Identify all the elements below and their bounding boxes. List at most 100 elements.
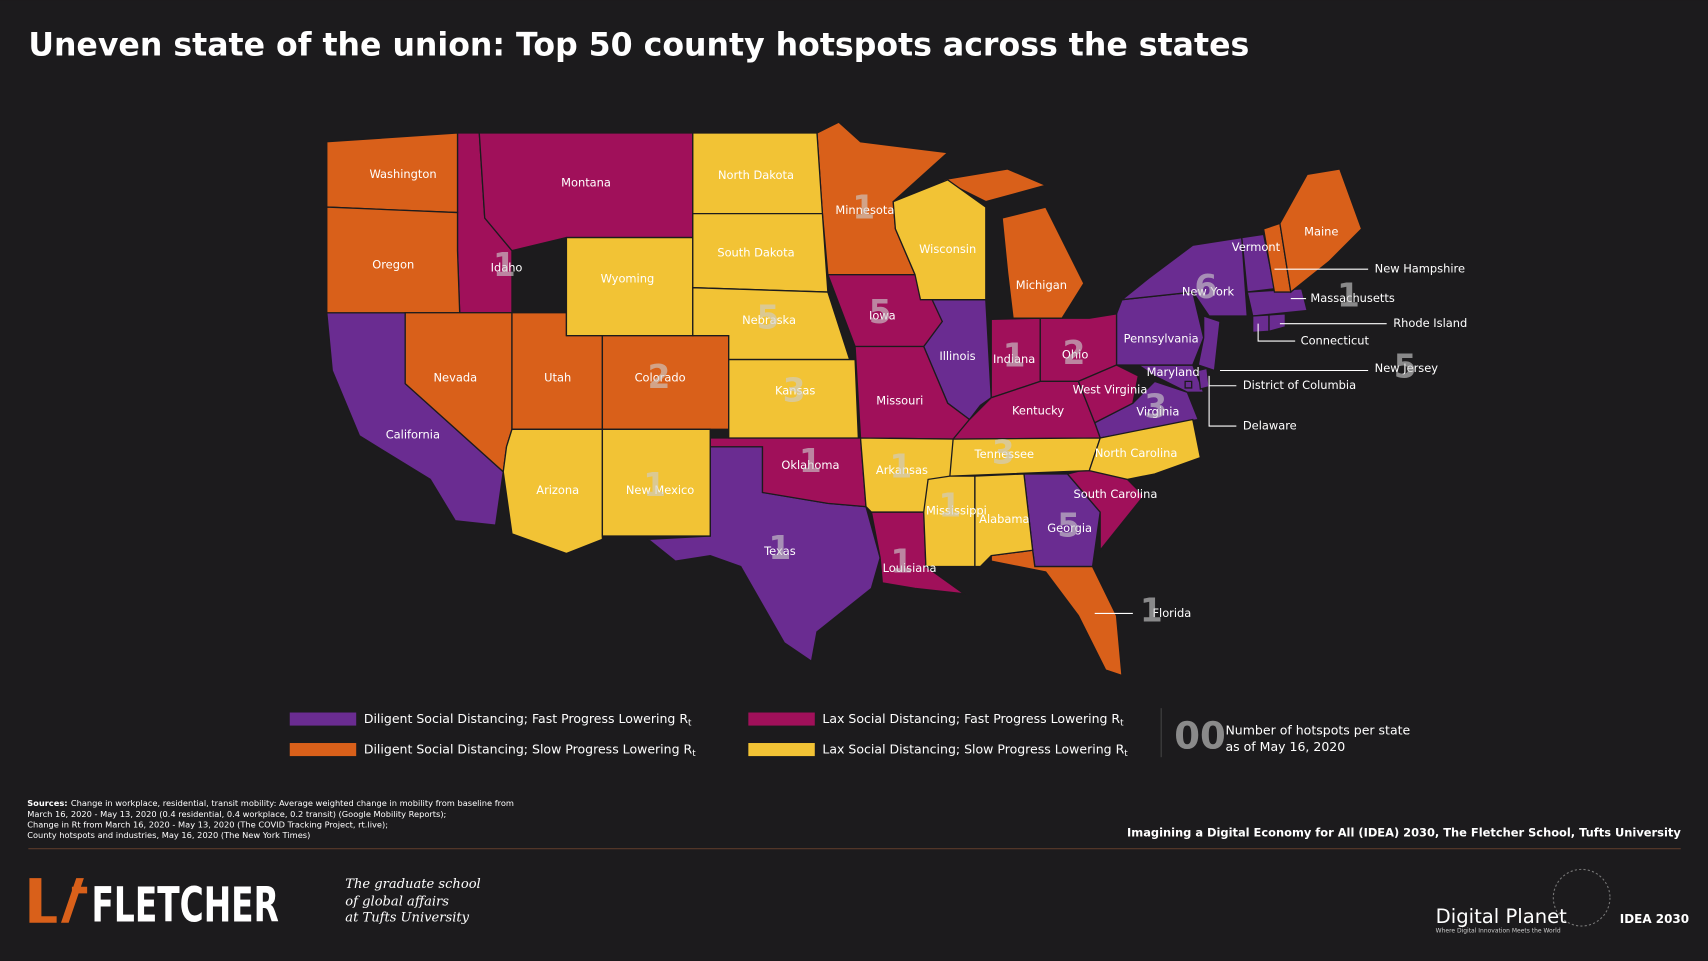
state-label: Vermont bbox=[1232, 240, 1281, 254]
hotspot-count: 2 bbox=[648, 358, 671, 396]
sources-line: Sources: Change in workplace, residential… bbox=[27, 798, 514, 808]
state-label: Missouri bbox=[876, 393, 923, 407]
globe-icon bbox=[1552, 868, 1611, 927]
legend: Diligent Social Distancing; Fast Progres… bbox=[289, 711, 1128, 758]
state-shape bbox=[1197, 315, 1221, 372]
state-label: Virginia bbox=[1136, 404, 1179, 418]
legend-swatch bbox=[289, 743, 357, 757]
state-label: Utah bbox=[544, 371, 571, 385]
legend-swatch bbox=[748, 743, 815, 757]
callout-line bbox=[1257, 323, 1296, 342]
state-label: New Jersey bbox=[1375, 361, 1439, 375]
legend-label-text: Lax Social Distancing; Slow Progress Low… bbox=[822, 741, 1124, 756]
hotspot-count: 5 bbox=[1394, 347, 1417, 385]
hotspot-count: 1 bbox=[852, 188, 875, 226]
key-text: as of May 16, 2020 bbox=[1225, 739, 1345, 754]
state-label: District of Columbia bbox=[1243, 378, 1356, 392]
hotspot-count: 1 bbox=[891, 542, 914, 580]
legend-label-text: Diligent Social Distancing; Slow Progres… bbox=[364, 741, 693, 756]
state-label: Florida bbox=[1152, 606, 1191, 620]
state-label: Kansas bbox=[775, 384, 815, 398]
sources-line: Change in Rt from March 16, 2020 - May 1… bbox=[27, 819, 388, 829]
state-label: Rhode Island bbox=[1393, 316, 1467, 330]
sources-line: March 16, 2020 - May 13, 2020 (0.4 resid… bbox=[27, 809, 446, 819]
legend-label-text: Lax Social Distancing; Fast Progress Low… bbox=[822, 711, 1120, 726]
state-shape bbox=[892, 179, 987, 301]
logo-mark bbox=[29, 878, 88, 923]
hotspot-count: 1 bbox=[1140, 591, 1163, 629]
sources-text: Change in workplace, residential, transi… bbox=[71, 798, 514, 808]
credit: Imagining a Digital Economy for All (IDE… bbox=[1127, 826, 1681, 840]
state-label: Texas bbox=[763, 544, 796, 558]
state-shape bbox=[1001, 206, 1085, 319]
sources-line: County hotspots and industries, May 16, … bbox=[27, 830, 310, 840]
idea-logo: IDEA 2030 bbox=[1620, 912, 1689, 926]
key-sample: 00 bbox=[1174, 714, 1226, 757]
state-label: Montana bbox=[561, 176, 611, 190]
state-label: Wyoming bbox=[601, 271, 655, 285]
us-map bbox=[326, 121, 1363, 677]
digital-planet: Digital Planet bbox=[1436, 905, 1568, 928]
state-label: Michigan bbox=[1016, 278, 1067, 292]
state-label: California bbox=[386, 427, 440, 441]
state-label: Colorado bbox=[635, 371, 686, 385]
hotspot-count: 1 bbox=[493, 246, 516, 284]
state-label: South Dakota bbox=[717, 245, 794, 259]
state-label: Arizona bbox=[536, 483, 579, 497]
state-label: Wisconsin bbox=[919, 242, 976, 256]
hotspot-count: 1 bbox=[769, 529, 792, 567]
state-label: Washington bbox=[369, 167, 436, 181]
state-shape bbox=[974, 473, 1034, 568]
state-label: Idaho bbox=[491, 261, 523, 275]
state-label: Maryland bbox=[1147, 365, 1200, 379]
state-label: North Carolina bbox=[1095, 446, 1178, 460]
state-label: North Dakota bbox=[718, 168, 794, 182]
hotspot-count: 6 bbox=[1194, 268, 1217, 306]
state-shape bbox=[478, 132, 694, 252]
state-label: New Mexico bbox=[626, 483, 694, 497]
digital-planet-tagline: Where Digital Innovation Meets the World bbox=[1436, 928, 1561, 935]
hotspot-count: 3 bbox=[783, 371, 806, 409]
state-shape bbox=[728, 358, 860, 439]
legend-label: Lax Social Distancing; Slow Progress Low… bbox=[822, 741, 1128, 758]
state-label: New York bbox=[1182, 285, 1235, 299]
state-shape bbox=[1119, 236, 1248, 317]
state-shape bbox=[1197, 367, 1210, 390]
state-label: Pennsylvania bbox=[1124, 331, 1199, 345]
hotspot-count: 1 bbox=[938, 487, 961, 525]
legend-label-sub: t bbox=[1120, 718, 1124, 728]
state-shape bbox=[326, 206, 461, 314]
state-shape bbox=[1252, 314, 1270, 334]
state-shape bbox=[1268, 313, 1287, 333]
state-label: Minnesota bbox=[835, 203, 894, 217]
state-label: Massachusetts bbox=[1310, 291, 1394, 305]
state-label: Nevada bbox=[434, 371, 478, 385]
legend-label: Diligent Social Distancing; Fast Progres… bbox=[364, 711, 692, 728]
hotspot-count: 1 bbox=[889, 448, 912, 486]
sources-label: Sources: bbox=[27, 798, 67, 808]
state-shape bbox=[601, 428, 711, 537]
legend-swatch bbox=[289, 712, 357, 726]
hotspot-count: 1 bbox=[1003, 336, 1026, 374]
state-shape bbox=[940, 168, 1048, 203]
state-label: Kentucky bbox=[1012, 403, 1064, 417]
legend-label-text: Diligent Social Distancing; Fast Progres… bbox=[364, 711, 689, 726]
tagline: The graduate school of global affairs at… bbox=[345, 877, 480, 926]
state-label: Alabama bbox=[979, 512, 1029, 526]
state-label: Nebraska bbox=[742, 313, 796, 327]
state-label: Georgia bbox=[1047, 521, 1092, 535]
state-label: Arkansas bbox=[876, 463, 928, 477]
state-label: Oklahoma bbox=[781, 458, 839, 472]
hotspot-count: 5 bbox=[869, 293, 892, 331]
state-label: Tennessee bbox=[974, 447, 1035, 461]
state-shape bbox=[1246, 288, 1308, 317]
hotspot-count: 5 bbox=[757, 298, 780, 336]
state-shape bbox=[1279, 168, 1363, 294]
state-label: Louisiana bbox=[883, 561, 937, 575]
state-labels: California Texas Illinois Georgia Virginia Ma… bbox=[369, 167, 1467, 620]
sources: Sources: Change in workplace, residential… bbox=[27, 798, 514, 840]
state-label: New Hampshire bbox=[1375, 262, 1465, 276]
tagline-line: of global affairs bbox=[345, 894, 449, 909]
